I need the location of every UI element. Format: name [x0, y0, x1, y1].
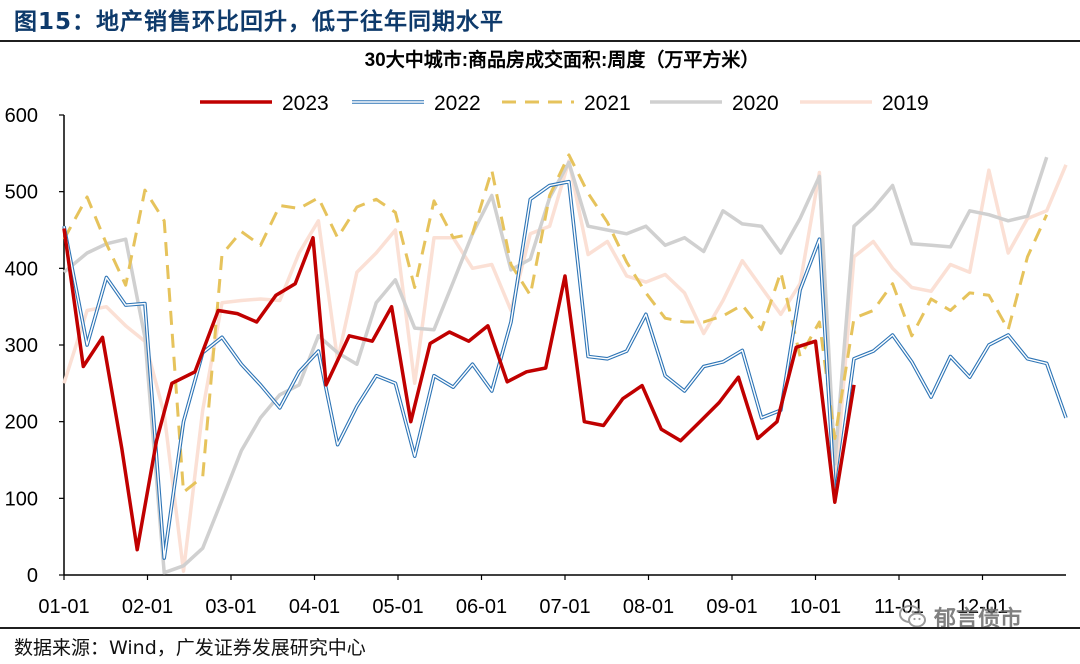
x-tick-label: 12-01 — [957, 596, 1008, 618]
chart-series-group — [62, 153, 1068, 575]
x-tick-label: 04-01 — [289, 596, 340, 618]
title-divider — [0, 40, 1080, 42]
x-tick-label: 08-01 — [623, 596, 674, 618]
series-line-2020 — [62, 156, 1049, 575]
x-tick-label: 05-01 — [372, 596, 423, 618]
chart-axes: 0 100 200 300 400 500 600 01-01 02-01 03-01 04-01 0… — [5, 105, 1066, 618]
y-tick-label: 500 — [5, 182, 38, 204]
y-tick-label: 300 — [5, 335, 38, 357]
series-2020 — [62, 156, 1049, 575]
y-tick-label: 200 — [5, 412, 38, 434]
y-tick-label: 400 — [5, 258, 38, 280]
x-tick-label: 07-01 — [539, 596, 590, 618]
x-tick-label: 11-01 — [874, 596, 924, 618]
series-2023 — [62, 228, 856, 552]
source-divider — [0, 627, 1080, 629]
watermark: 郁言债市 — [898, 598, 1068, 636]
chart-title: 30大中城市:商品房成交面积:周度（万平方米） — [365, 48, 760, 71]
y-tick-label: 600 — [5, 105, 38, 127]
source-note: 数据来源：Wind，广发证券发展研究中心 — [14, 637, 366, 659]
x-tick-label: 09-01 — [706, 596, 757, 618]
legend-item-2020: 2020 — [650, 92, 779, 115]
chart-container: 30大中城市:商品房成交面积:周度（万平方米） 2023 2022 2021 2020… — [0, 44, 1080, 624]
series-2021 — [62, 153, 1049, 494]
legend-label: 2023 — [282, 92, 329, 115]
series-2022 — [62, 179, 1068, 560]
series-line-2021 — [62, 153, 1049, 494]
legend-label: 2021 — [584, 92, 631, 115]
chart-legend: 2023 2022 2021 2020 2019 — [200, 92, 929, 115]
figure-title: 图15：地产销售环比回升，低于往年同期水平 — [14, 9, 505, 35]
x-tick-label: 03-01 — [205, 596, 256, 618]
legend-label: 2022 — [434, 92, 481, 115]
series-line-2023 — [62, 228, 856, 552]
x-tick-label: 06-01 — [456, 596, 507, 618]
x-tick-label: 10-01 — [790, 596, 841, 618]
x-tick-label: 01-01 — [38, 596, 89, 618]
legend-label: 2019 — [882, 92, 929, 115]
wechat-icon — [899, 605, 926, 628]
legend-item-2022: 2022 — [352, 92, 481, 115]
y-tick-label: 100 — [5, 488, 38, 510]
series-line-inner-2022 — [63, 181, 1067, 559]
y-tick-label: 0 — [27, 565, 38, 587]
line-chart: 30大中城市:商品房成交面积:周度（万平方米） 2023 2022 2021 2020… — [5, 48, 1068, 618]
legend-label: 2020 — [732, 92, 779, 115]
legend-item-2019: 2019 — [800, 92, 929, 115]
legend-item-2023: 2023 — [200, 92, 329, 115]
legend-item-2021: 2021 — [502, 92, 631, 115]
x-tick-label: 02-01 — [122, 596, 173, 618]
